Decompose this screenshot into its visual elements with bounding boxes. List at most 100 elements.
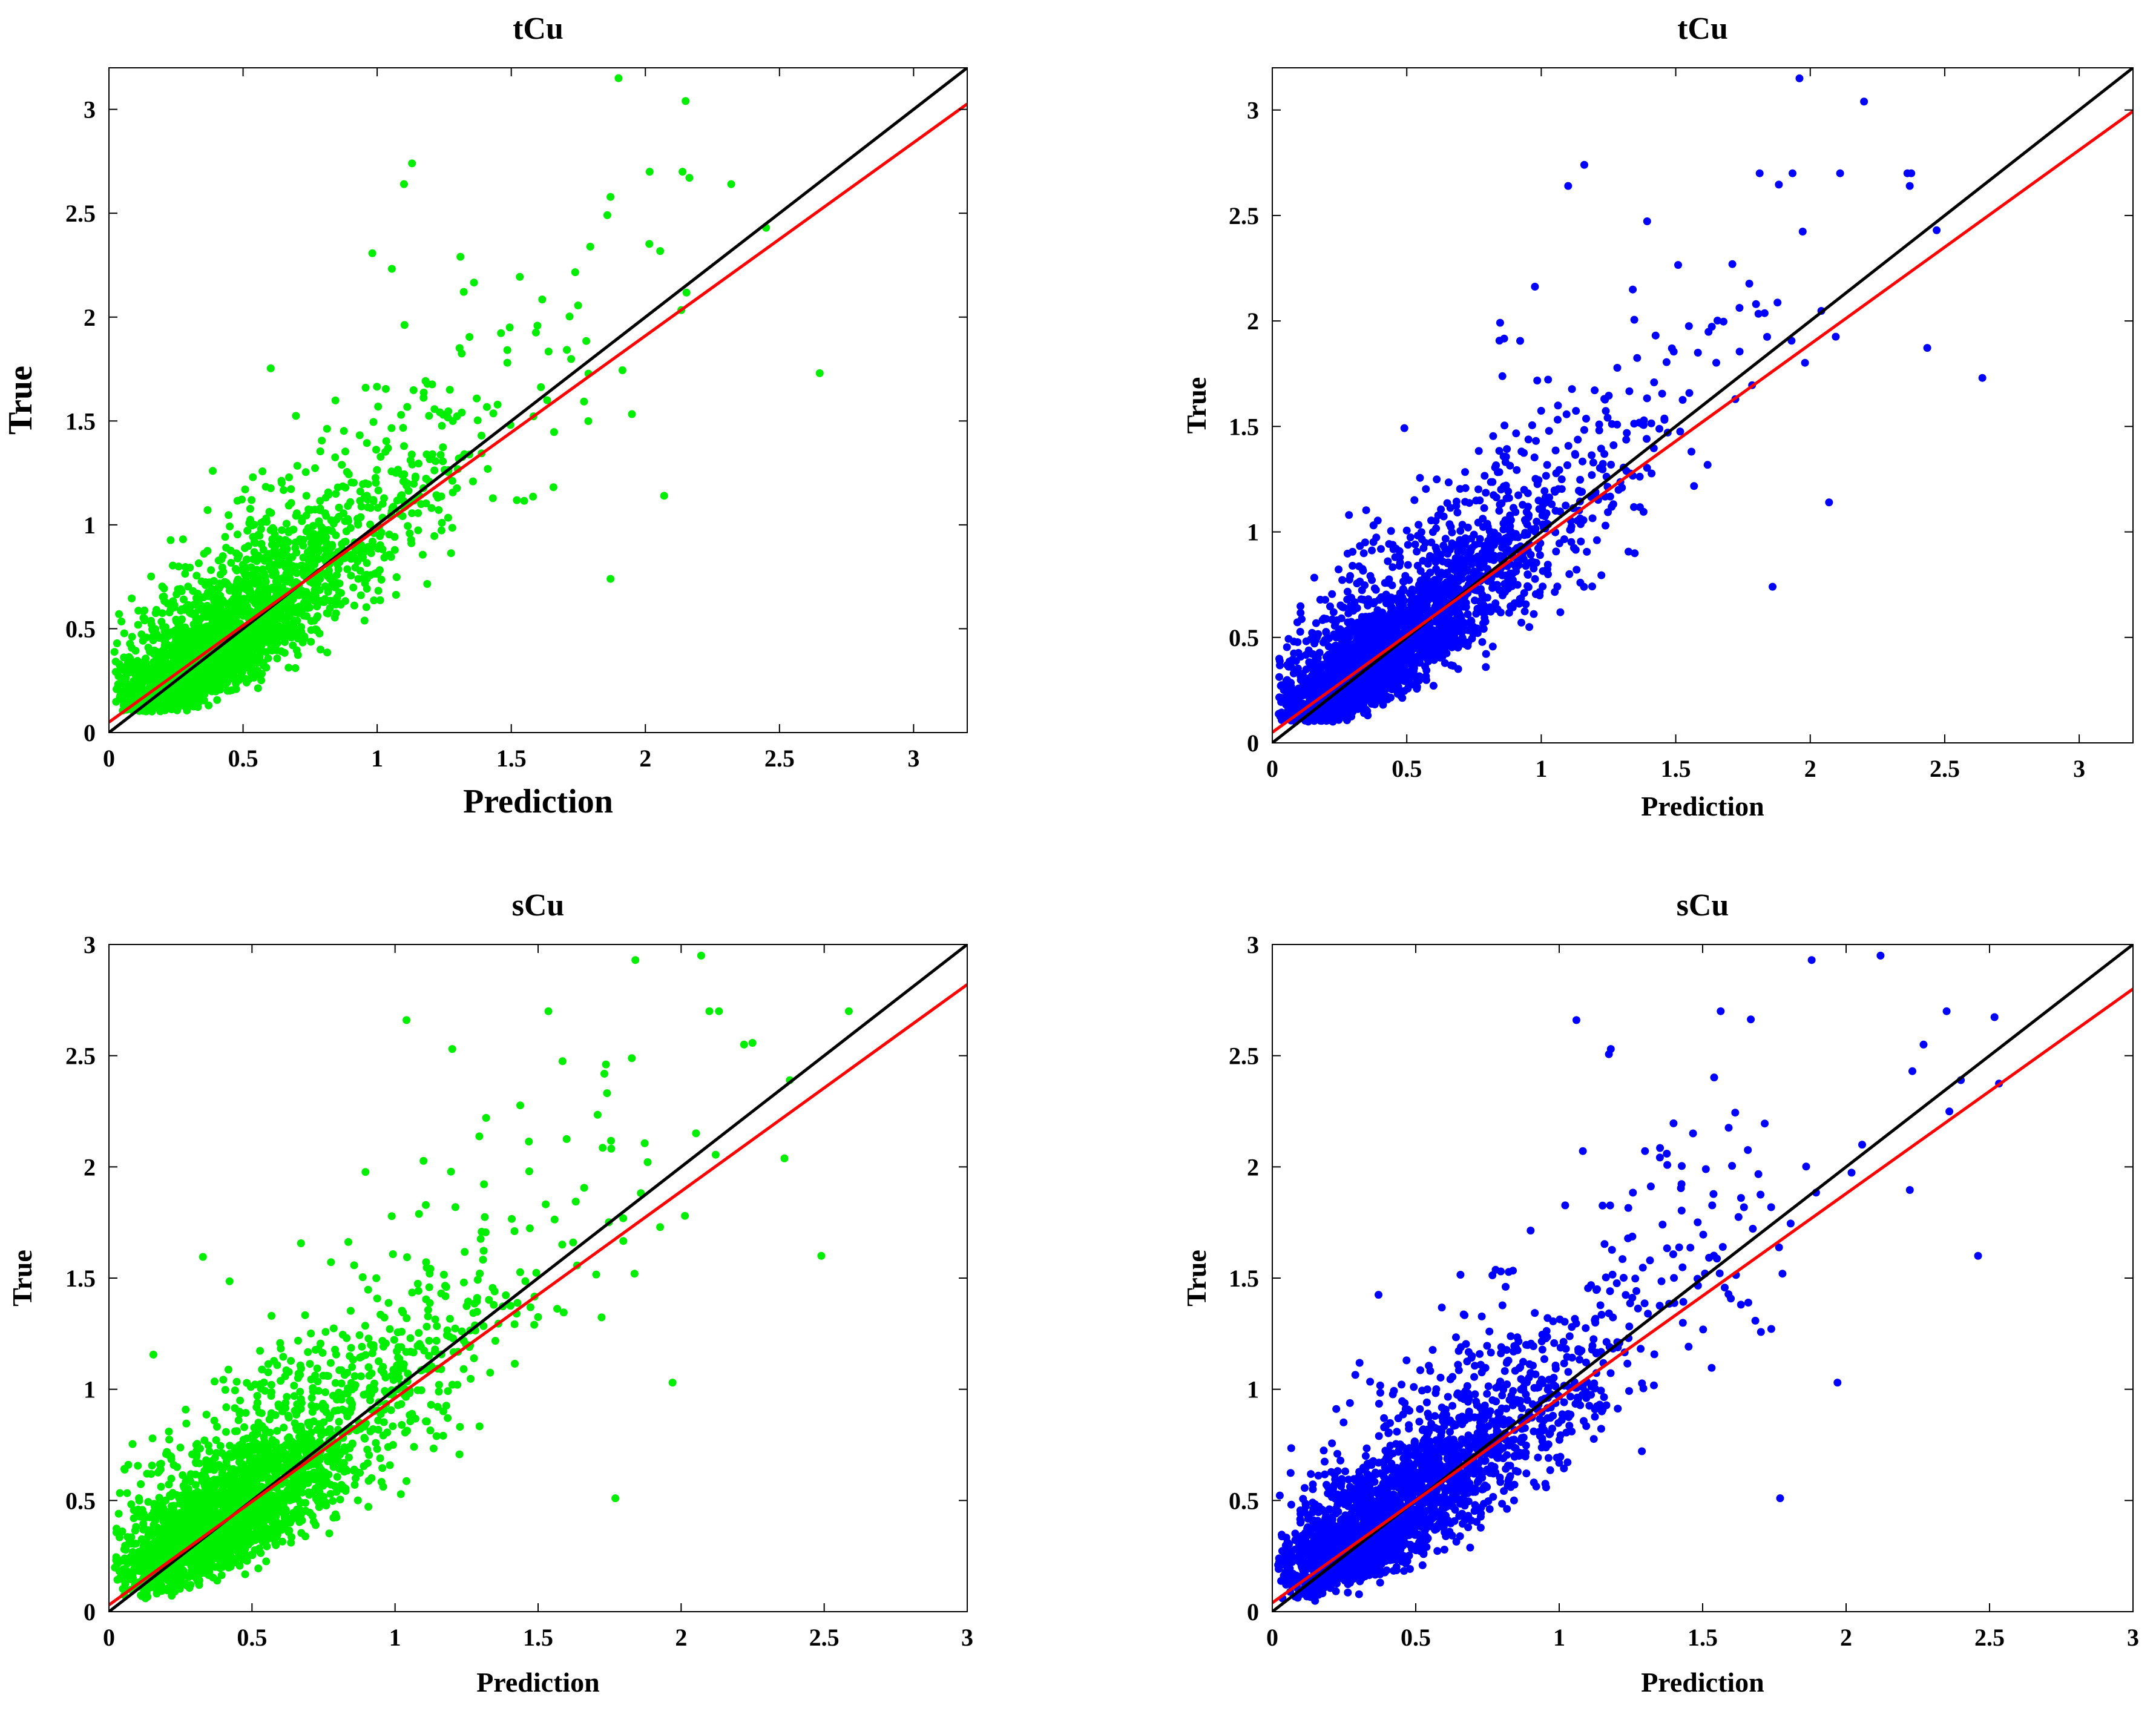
scatter-point: [298, 606, 306, 615]
scatter-point: [478, 432, 485, 440]
scatter-point: [1375, 677, 1383, 685]
scatter-point: [1433, 598, 1441, 607]
scatter-point: [455, 344, 464, 352]
scatter-point: [1402, 526, 1411, 535]
scatter-point: [1582, 415, 1590, 423]
scatter-point: [373, 466, 381, 474]
scatter-point: [228, 651, 237, 659]
points-group: [110, 74, 824, 716]
scatter-point: [367, 549, 375, 558]
scatter-point: [1564, 441, 1573, 450]
x-axis-label: Prediction: [463, 783, 613, 820]
scatter-point: [815, 369, 824, 377]
scatter-point: [439, 443, 447, 452]
scatter-point: [380, 553, 389, 562]
scatter-point: [1530, 527, 1538, 535]
scatter-point: [243, 527, 252, 535]
scatter-point: [1422, 485, 1430, 493]
scatter-point: [191, 682, 199, 691]
scatter-point: [374, 403, 383, 410]
scatter-point: [309, 522, 317, 530]
scatter-point: [172, 615, 180, 624]
scatter-point: [1552, 469, 1560, 478]
scatter-point: [232, 685, 240, 693]
scatter-point: [1448, 616, 1457, 625]
scatter-point: [303, 612, 311, 621]
scatter-point: [1448, 528, 1456, 536]
scatter-point: [1324, 670, 1332, 679]
scatter-point: [398, 512, 407, 520]
scatter-point: [1383, 692, 1391, 700]
scatter-point: [1609, 441, 1618, 449]
scatter-point: [356, 487, 364, 496]
scatter-point: [1404, 680, 1413, 688]
scatter-point: [1470, 530, 1478, 539]
scatter-point: [1536, 551, 1544, 559]
scatter-point: [1304, 678, 1313, 687]
scatter-point: [538, 295, 547, 304]
scatter-point: [1524, 435, 1533, 444]
scatter-point: [254, 530, 263, 539]
scatter-point: [371, 473, 380, 482]
scatter-point: [520, 496, 528, 505]
scatter-point: [1507, 516, 1515, 524]
scatter-point: [445, 386, 454, 394]
scatter-point: [1643, 394, 1651, 403]
scatter-point: [1393, 690, 1402, 698]
scatter-point: [294, 625, 303, 634]
scatter-point: [343, 565, 352, 573]
scatter-point: [155, 634, 163, 642]
scatter-point: [1297, 602, 1305, 610]
scatter-point: [1335, 565, 1343, 573]
x-tick-label: 3: [907, 745, 919, 772]
scatter-point: [1499, 452, 1508, 461]
scatter-point: [489, 409, 498, 418]
scatter-point: [174, 704, 182, 712]
scatter-point: [1396, 658, 1404, 667]
scatter-point: [1471, 541, 1479, 549]
scatter-point: [1453, 564, 1461, 573]
scatter-point: [1422, 666, 1431, 674]
scatter-point: [359, 480, 367, 489]
scatter-point: [292, 412, 300, 420]
scatter-point: [543, 396, 551, 404]
scatter-point: [1329, 608, 1338, 616]
scatter-point: [192, 594, 200, 602]
scatter-point: [399, 424, 407, 432]
scatter-point: [1347, 713, 1356, 720]
scatter-point: [1495, 507, 1504, 515]
scatter-point: [1363, 707, 1372, 715]
scatter-point: [208, 687, 216, 696]
scatter-point: [1296, 628, 1304, 636]
scatter-point: [1537, 407, 1545, 415]
scatter-point: [1338, 603, 1347, 611]
scatter-point: [387, 265, 396, 273]
scatter-point: [322, 538, 330, 547]
scatter-point: [1275, 673, 1283, 681]
scatter-point: [1454, 644, 1462, 652]
scatter-point: [215, 611, 224, 619]
scatter-point: [191, 672, 200, 681]
scatter-point: [1446, 504, 1454, 512]
scatter-point: [278, 526, 286, 535]
scatter-point: [1639, 507, 1648, 516]
scatter-point: [175, 626, 183, 635]
scatter-point: [1625, 387, 1634, 395]
scatter-point: [1635, 472, 1644, 481]
scatter-point: [1358, 586, 1366, 595]
scatter-point: [286, 603, 295, 611]
scatter-point: [682, 97, 690, 105]
scatter-point: [1507, 602, 1515, 610]
scatter-point: [205, 637, 213, 645]
scatter-point: [330, 613, 339, 622]
scatter-point: [1302, 651, 1310, 659]
scatter-point: [246, 627, 255, 635]
scatter-point: [1752, 300, 1760, 308]
scatter-point: [408, 509, 416, 518]
scatter-point: [366, 571, 375, 579]
scatter-point: [1293, 664, 1302, 673]
scatter-point: [207, 566, 215, 575]
scatter-point: [179, 688, 188, 697]
scatter-point: [165, 694, 174, 702]
scatter-point: [215, 584, 223, 592]
